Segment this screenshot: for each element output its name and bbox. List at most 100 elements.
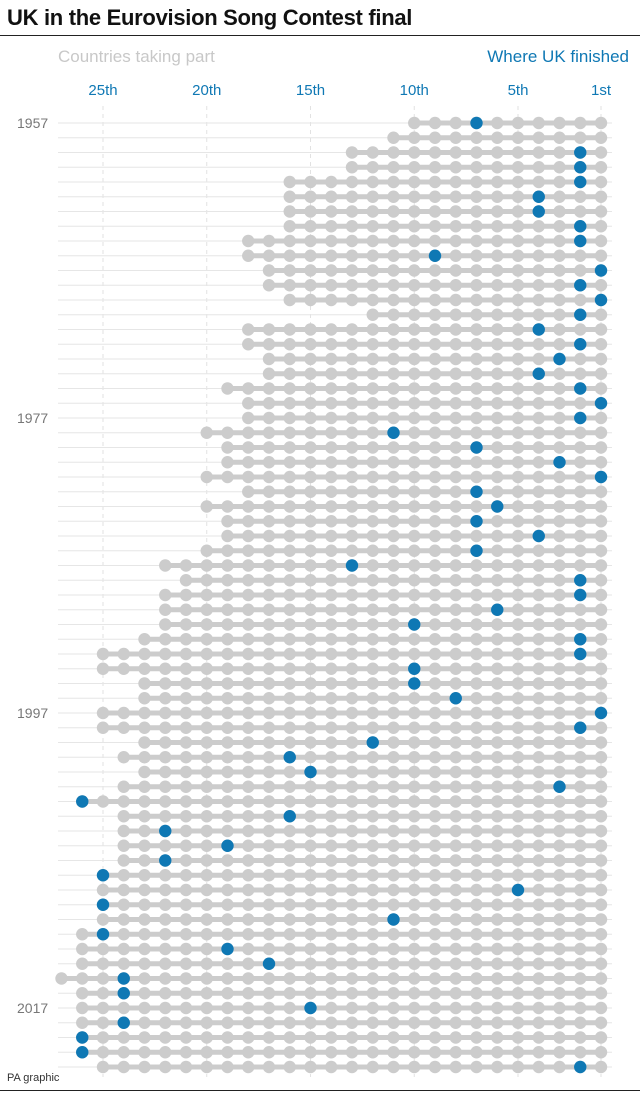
participant-dot (138, 633, 151, 646)
chart-title: UK in the Eurovision Song Contest final (7, 5, 413, 30)
participant-dot (366, 824, 379, 838)
participant-dot (491, 249, 504, 262)
participant-dot (594, 839, 608, 852)
participant-dot (159, 942, 172, 956)
participant-dot (221, 441, 234, 454)
participant-dot (553, 942, 566, 956)
participant-dot (200, 633, 213, 646)
participant-dot (366, 839, 379, 852)
participant-dot (532, 854, 545, 867)
participant-dot (221, 1016, 234, 1029)
participant-dot (283, 426, 296, 439)
participant-dot (511, 810, 525, 823)
participant-dot (366, 1031, 379, 1044)
participant-dot (366, 574, 379, 587)
participant-dot (138, 1016, 151, 1029)
participant-dot (408, 234, 421, 248)
participant-dot (511, 220, 525, 233)
participant-dot (200, 839, 213, 852)
participant-dot (366, 323, 379, 336)
participant-dot (408, 264, 421, 277)
participant-dot (428, 647, 442, 661)
participant-dot (325, 913, 338, 926)
participant-dot (491, 264, 504, 277)
participant-dot (179, 677, 193, 690)
participant-dot (179, 1060, 193, 1074)
participant-dot (283, 913, 296, 926)
participant-dot (491, 544, 504, 557)
participant-dot (449, 308, 462, 321)
participant-dot (428, 972, 442, 985)
participant-dot (179, 1001, 193, 1015)
participant-dot (262, 515, 276, 528)
participant-dot (242, 647, 255, 661)
participant-dot (262, 1001, 276, 1015)
participant-dot (345, 780, 359, 793)
participant-dot (366, 382, 379, 395)
participant-dot (428, 279, 442, 292)
participant-dot (553, 765, 566, 779)
participant-dot (408, 1001, 421, 1015)
participant-dot (428, 367, 442, 380)
participant-dot (366, 662, 379, 675)
participant-dot (262, 869, 276, 882)
participant-dot (200, 869, 213, 882)
participant-dot (262, 928, 276, 941)
participant-dot (511, 1001, 525, 1015)
participant-dot (283, 352, 296, 366)
participant-dot (428, 131, 442, 144)
participant-dot (262, 470, 276, 484)
participant-dot (511, 647, 525, 661)
participant-dot (221, 574, 234, 587)
participant-dot (470, 810, 483, 823)
participant-dot (262, 352, 276, 366)
participant-dot (408, 987, 421, 1000)
participant-dot (491, 411, 504, 425)
participant-dot (345, 810, 359, 823)
participant-dot (159, 1016, 172, 1029)
participant-dot (179, 647, 193, 661)
participant-dot (159, 972, 172, 985)
participant-dot (491, 972, 504, 985)
participant-dot (345, 544, 359, 557)
participant-dot (594, 190, 608, 203)
participant-dot (179, 795, 193, 808)
participant-dot (262, 382, 276, 395)
participant-dot (491, 957, 504, 970)
participant-dot (242, 883, 255, 897)
participant-dot (179, 721, 193, 734)
participant-dot (304, 883, 317, 897)
participant-dot (387, 928, 400, 941)
participant-dot (179, 1046, 193, 1059)
participant-dot (408, 883, 421, 897)
participant-dot (138, 677, 151, 690)
participant-dot (366, 603, 379, 616)
participant-dot (366, 544, 379, 557)
participant-dot (511, 249, 525, 262)
participant-dot (387, 205, 400, 218)
participant-dot (304, 662, 317, 675)
participant-dot (304, 234, 317, 248)
participant-dot (345, 1046, 359, 1059)
uk-finish-dot (594, 706, 608, 720)
participant-dot (532, 765, 545, 779)
participant-dot (511, 721, 525, 734)
participant-dot (470, 706, 483, 720)
participant-dot (594, 1001, 608, 1015)
participant-dot (200, 618, 213, 631)
participant-dot (366, 854, 379, 867)
participant-dot (138, 751, 151, 764)
participant-dot (594, 515, 608, 528)
participant-dot (553, 706, 566, 720)
participant-dot (532, 220, 545, 233)
participant-dot (428, 883, 442, 897)
participant-dot (470, 279, 483, 292)
uk-finish-dot (387, 913, 400, 926)
participant-dot (304, 588, 317, 602)
participant-dot (532, 633, 545, 646)
participant-dot (574, 824, 587, 838)
participant-dot (511, 485, 525, 498)
participant-dot (345, 633, 359, 646)
participant-dot (511, 352, 525, 366)
participant-dot (532, 470, 545, 484)
